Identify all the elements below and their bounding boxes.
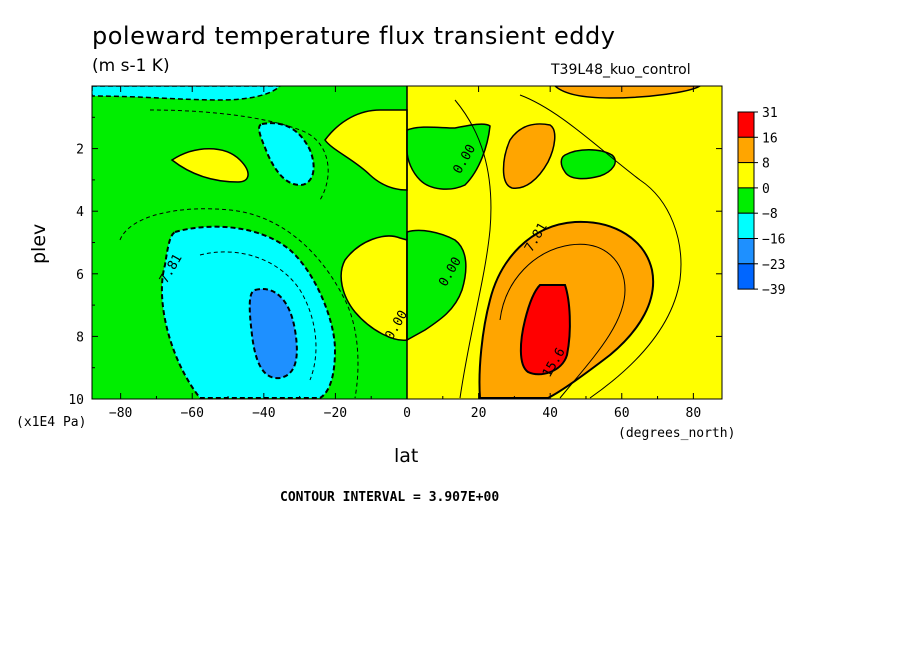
solid-contour-2 — [519, 94, 682, 399]
orange-upper — [502, 123, 556, 189]
solid-contour-1 — [454, 99, 492, 399]
x-tick-label: 20 — [471, 406, 487, 421]
legend-label: −39 — [762, 283, 785, 298]
yellow-left-mid — [340, 235, 408, 341]
green-right-upper — [406, 123, 491, 190]
x-axis-unit: (degrees_north) — [618, 426, 736, 441]
legend-swatch — [737, 136, 755, 164]
chart-units: (m s-1 K) — [92, 56, 170, 76]
y-axis-unit: (x1E4 Pa) — [16, 415, 87, 430]
yellow-left-top — [324, 109, 408, 191]
y-tick-label: 10 — [68, 393, 84, 408]
x-tick-label: −60 — [180, 406, 203, 421]
y-axis-ticks: 2 4 6 8 10 — [68, 116, 722, 408]
legend-swatch — [737, 162, 755, 189]
cyan-upper-left — [92, 86, 282, 101]
chart-title: poleward temperature flux transient eddy — [92, 22, 616, 50]
yellow-left-upper — [170, 148, 249, 183]
blue-core — [248, 288, 298, 380]
legend-label: −16 — [762, 233, 785, 248]
legend-swatch — [737, 238, 755, 265]
y-tick-label: 2 — [76, 143, 84, 158]
dashed-contour-2 — [199, 251, 317, 381]
legend-label: 31 — [762, 106, 778, 121]
legend-swatch — [737, 263, 755, 290]
green-right-small — [560, 149, 616, 180]
legend-label: 16 — [762, 131, 778, 146]
legend-swatch — [737, 187, 755, 214]
orange-top-strip — [553, 86, 702, 99]
x-axis-ticks: −80 −60 −40 −20 0 20 40 60 80 — [109, 86, 701, 421]
green-right-mid — [406, 229, 467, 342]
x-tick-label: 60 — [614, 406, 630, 421]
x-tick-label: 0 — [403, 406, 411, 421]
red-core — [519, 284, 571, 376]
color-legend: 31 16 8 0 −8 −16 −23 −39 — [737, 106, 785, 298]
y-tick-label: 8 — [76, 330, 84, 345]
x-tick-label: −80 — [109, 406, 132, 421]
cyan-upper-blob — [258, 122, 315, 187]
legend-label: −23 — [762, 258, 785, 273]
contour-interval: CONTOUR INTERVAL = 3.907E+00 — [280, 490, 500, 505]
x-axis-label: lat — [394, 445, 419, 467]
y-tick-label: 4 — [76, 205, 84, 220]
x-tick-label: −40 — [252, 406, 275, 421]
x-tick-label: 80 — [686, 406, 702, 421]
contour-fills — [92, 86, 722, 399]
y-tick-label: 6 — [76, 268, 84, 283]
x-tick-label: 40 — [542, 406, 558, 421]
legend-swatch — [737, 212, 755, 239]
legend-label: 8 — [762, 157, 770, 172]
solid-contour-3 — [499, 243, 626, 399]
run-name: T39L48_kuo_control — [551, 62, 691, 78]
x-tick-label: −20 — [324, 406, 347, 421]
legend-label: −8 — [762, 207, 778, 222]
dashed-contour-1 — [119, 208, 359, 399]
legend-label: 0 — [762, 182, 770, 197]
legend-swatch — [737, 111, 755, 138]
dashed-contour-3 — [149, 109, 329, 201]
